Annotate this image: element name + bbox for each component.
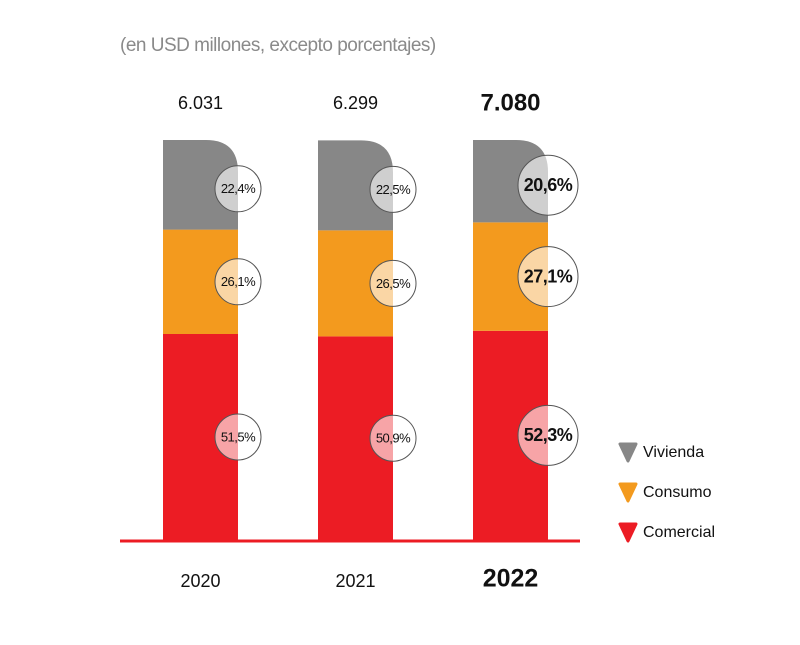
bar-segment <box>163 140 238 230</box>
legend-label: Vivienda <box>643 444 704 461</box>
legend-marker <box>618 522 638 543</box>
value-badge <box>517 154 579 216</box>
data-label: 20,6% <box>524 175 573 195</box>
legend-label: Comercial <box>643 524 715 541</box>
data-label: 26,5% <box>376 276 411 291</box>
total-label: 6.299 <box>333 93 378 113</box>
legend-marker <box>618 442 638 463</box>
chart-subtitle: (en USD millones, excepto porcentajes) <box>120 35 436 56</box>
data-label: 22,5% <box>376 182 411 197</box>
x-tick-label: 2020 <box>180 571 220 591</box>
value-badge <box>369 165 417 213</box>
value-badge <box>517 246 579 308</box>
value-badge <box>214 165 262 213</box>
value-badge <box>517 404 579 466</box>
data-label: 26,1% <box>221 274 256 289</box>
data-label: 22,4% <box>221 181 256 196</box>
data-label: 27,1% <box>524 266 573 286</box>
bar-segment <box>318 140 393 231</box>
x-tick-label: 2022 <box>483 565 539 593</box>
data-label: 50,9% <box>376 431 411 446</box>
value-badge <box>214 258 262 306</box>
value-badge <box>369 259 417 307</box>
value-badge <box>214 413 262 461</box>
data-label: 52,3% <box>524 425 573 445</box>
total-label: 6.031 <box>178 93 223 113</box>
x-tick-label: 2021 <box>335 571 375 591</box>
legend-marker <box>618 482 638 503</box>
total-label: 7.080 <box>480 89 540 116</box>
legend-label: Consumo <box>643 484 712 501</box>
value-badge <box>369 414 417 462</box>
data-label: 51,5% <box>221 429 256 444</box>
